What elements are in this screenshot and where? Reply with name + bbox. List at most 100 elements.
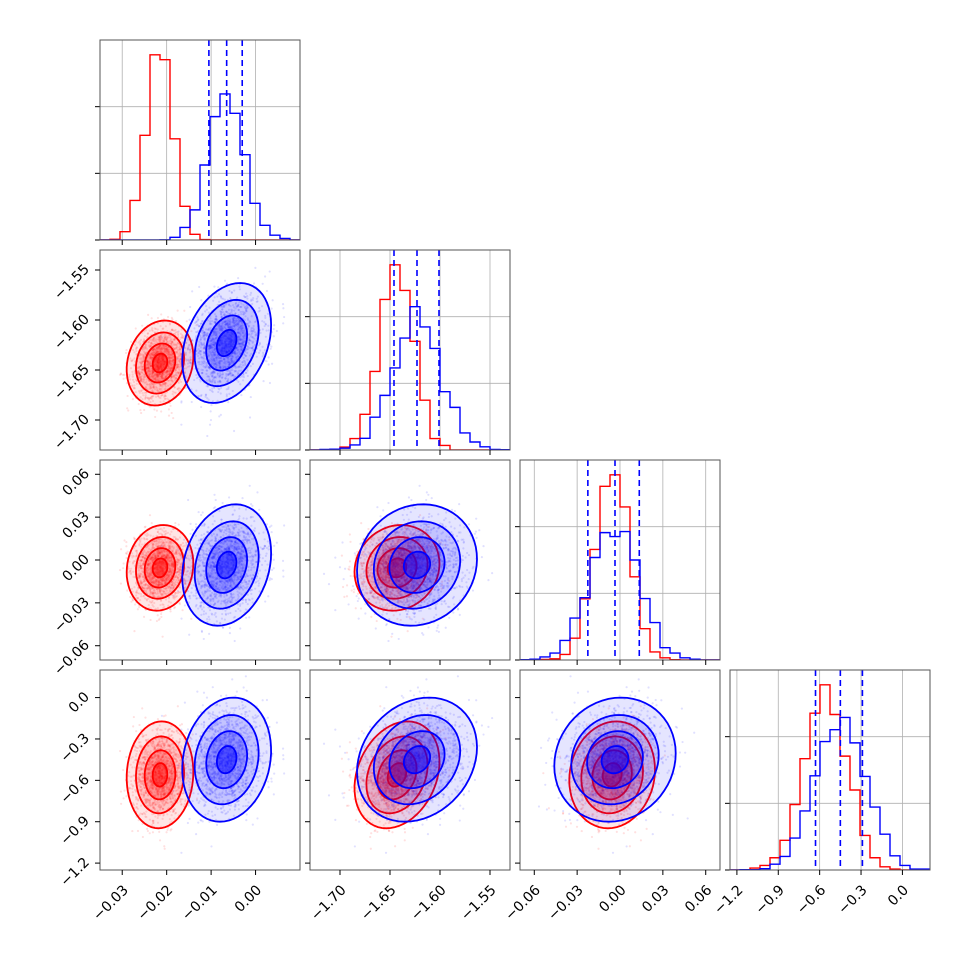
scatter-point: [157, 357, 161, 360]
scatter-point: [262, 380, 265, 383]
scatter-point: [158, 344, 161, 347]
scatter-point: [268, 270, 271, 273]
scatter-point: [171, 359, 174, 362]
scatter-point: [154, 353, 157, 356]
scatter-point: [160, 348, 163, 351]
contour-panel-p1-vs-p0: −1.70−1.65−1.60−1.55: [51, 249, 301, 455]
scatter-point: [146, 396, 149, 399]
scatter-point: [157, 367, 161, 371]
scatter-point: [133, 351, 136, 354]
scatter-point: [143, 374, 146, 377]
scatter-point: [224, 323, 228, 326]
scatter-point: [270, 362, 274, 365]
scatter-point: [183, 370, 186, 373]
scatter-point: [281, 303, 285, 306]
scatter-point: [188, 351, 191, 354]
scatter-point: [147, 366, 150, 369]
scatter-point: [156, 328, 159, 331]
scatter-point: [163, 362, 166, 365]
scatter-point: [144, 346, 147, 350]
scatter-point: [220, 329, 223, 332]
scatter-point: [155, 409, 159, 412]
scatter-point: [177, 356, 180, 359]
scatter-point: [169, 367, 172, 370]
y-tick-label: −1.60: [51, 312, 93, 354]
scatter-point: [163, 350, 166, 353]
scatter-point: [160, 362, 163, 365]
scatter-point: [167, 353, 170, 356]
scatter-point: [155, 350, 158, 353]
scatter-point: [176, 357, 179, 360]
scatter-point: [170, 360, 173, 363]
scatter-point: [163, 362, 166, 366]
scatter-point: [158, 344, 161, 347]
scatter-point: [162, 363, 165, 366]
scatter-point: [132, 386, 135, 389]
scatter-point: [178, 365, 181, 368]
scatter-point: [134, 378, 138, 381]
scatter-point: [156, 363, 159, 367]
scatter-point: [165, 351, 168, 354]
scatter-point: [155, 346, 158, 350]
scatter-point: [282, 569, 285, 572]
scatter-point: [159, 396, 162, 400]
scatter-point: [148, 374, 151, 377]
scatter-point: [152, 336, 156, 340]
scatter-point: [155, 365, 159, 368]
scatter-point: [152, 385, 155, 388]
scatter-point: [170, 316, 173, 319]
scatter-point: [149, 357, 152, 360]
scatter-point: [186, 365, 189, 368]
scatter-point: [141, 371, 144, 375]
scatter-point: [148, 364, 151, 367]
scatter-point: [149, 618, 152, 622]
scatter-point: [178, 346, 181, 349]
scatter-point: [159, 357, 162, 361]
scatter-point: [151, 395, 154, 398]
scatter-point: [142, 357, 145, 360]
scatter-point: [141, 360, 144, 363]
scatter-point: [164, 344, 168, 348]
scatter-point: [142, 353, 145, 357]
scatter-point: [156, 351, 159, 354]
scatter-point: [282, 575, 285, 578]
scatter-point: [152, 354, 155, 357]
scatter-point: [157, 347, 160, 350]
scatter-point: [176, 371, 179, 374]
scatter-point: [190, 617, 193, 620]
scatter-point: [179, 354, 182, 357]
scatter-point: [153, 365, 156, 368]
scatter-point: [159, 345, 162, 348]
scatter-point: [159, 365, 162, 368]
scatter-point: [167, 346, 170, 349]
scatter-point: [143, 391, 146, 394]
scatter-point: [164, 360, 167, 363]
scatter-point: [129, 382, 132, 385]
scatter-point: [219, 349, 222, 352]
scatter-point: [119, 372, 123, 375]
scatter-point: [172, 360, 175, 363]
scatter-point: [207, 344, 210, 347]
scatter-point: [127, 409, 130, 412]
panel-body: [100, 40, 300, 240]
scatter-point: [223, 279, 227, 282]
scatter-point: [154, 372, 158, 375]
scatter-point: [160, 410, 163, 413]
scatter-point: [179, 366, 182, 369]
scatter-point: [148, 362, 152, 365]
scatter-point: [150, 374, 154, 377]
scatter-point: [176, 363, 179, 366]
scatter-point: [200, 405, 203, 409]
scatter-point: [170, 328, 173, 332]
scatter-point: [158, 337, 162, 341]
scatter-point: [136, 608, 139, 611]
scatter-point: [156, 362, 160, 365]
scatter-point: [168, 359, 172, 362]
scatter-point: [142, 378, 145, 381]
scatter-point: [169, 369, 172, 372]
scatter-point: [164, 350, 168, 353]
scatter-point: [177, 381, 180, 385]
scatter-point: [265, 289, 269, 293]
scatter-point: [156, 357, 159, 360]
scatter-point: [169, 366, 173, 369]
